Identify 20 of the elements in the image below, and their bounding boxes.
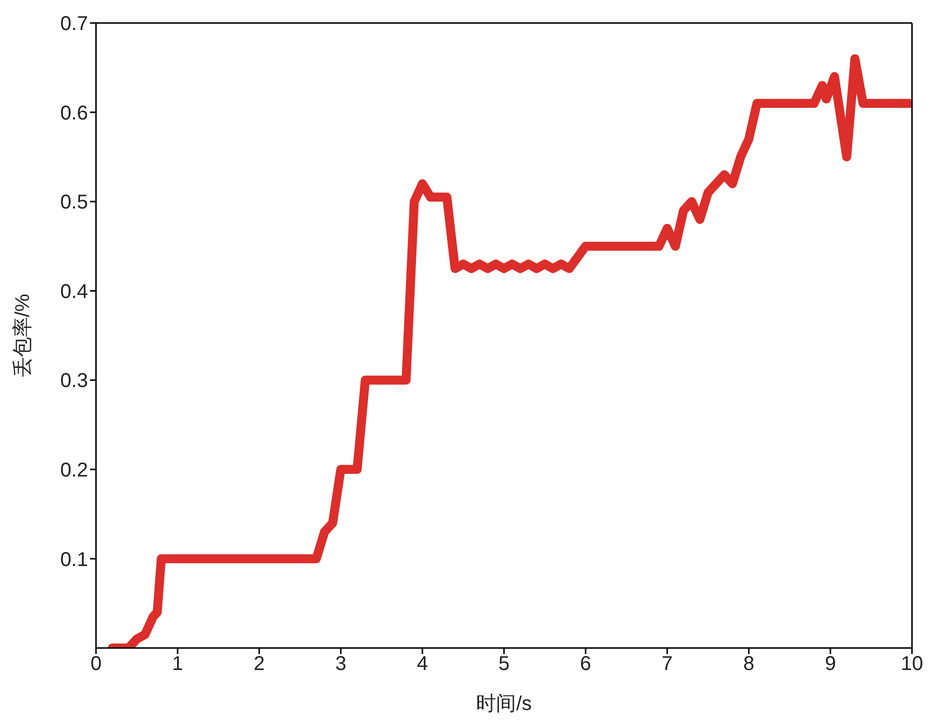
x-tick-label: 7 <box>662 653 673 676</box>
x-tick-label: 5 <box>498 653 510 676</box>
y-tick-label: 0.6 <box>60 102 88 124</box>
x-tick-label: 9 <box>824 653 836 676</box>
y-tick-label: 0.2 <box>60 460 88 482</box>
x-axis-title: 时间/s <box>476 693 532 715</box>
x-tick-label: 1 <box>172 653 184 676</box>
x-tick-label: 3 <box>335 653 346 676</box>
y-tick-label: 0.7 <box>60 13 88 36</box>
y-tick-label: 0.3 <box>60 370 88 392</box>
x-tick-label: 6 <box>580 653 592 676</box>
y-tick-label: 0.5 <box>60 192 88 214</box>
y-tick-label: 0.1 <box>60 548 88 571</box>
y-tick-label: 0.4 <box>60 280 88 303</box>
x-tick-label: 8 <box>743 653 754 676</box>
x-tick-label: 10 <box>900 653 924 676</box>
x-tick-label: 0 <box>90 653 102 676</box>
x-tick-label: 4 <box>416 653 428 676</box>
y-axis-title: 丢包率/% <box>12 294 34 378</box>
x-tick-label: 2 <box>254 653 265 676</box>
